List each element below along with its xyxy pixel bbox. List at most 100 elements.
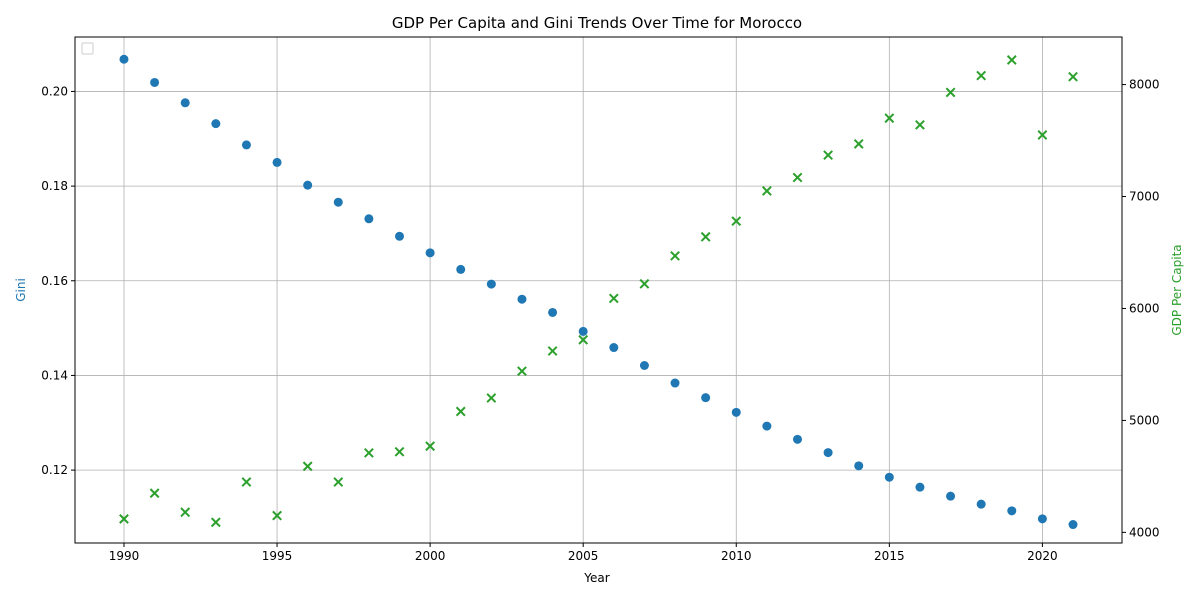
gini-point (1037, 514, 1047, 524)
x-tick-label: 2010 (721, 549, 752, 563)
gini-point (241, 140, 251, 150)
marks-layer (119, 54, 1078, 530)
gdp-point-stroke (180, 507, 191, 518)
gdp-point-stroke (792, 172, 803, 183)
gdp-point (1006, 55, 1017, 65)
gdp-point-stroke (149, 488, 160, 499)
gdp-point (180, 507, 191, 518)
gdp-point-stroke (1068, 71, 1078, 82)
gdp-point (761, 186, 772, 196)
gdp-point-stroke (639, 278, 650, 289)
gini-point (456, 264, 466, 274)
gdp-point (1037, 130, 1048, 140)
gini-point (119, 54, 129, 64)
gdp-point (241, 477, 252, 487)
gdp-point-stroke (700, 231, 711, 242)
gdp-point (639, 278, 650, 289)
gini-point (364, 214, 374, 224)
x-tick-label: 2015 (874, 549, 905, 563)
gdp-point-stroke (1006, 55, 1017, 65)
gdp-point-stroke (547, 346, 558, 356)
gini-point (884, 472, 894, 482)
gdp-point-stroke (915, 119, 925, 130)
gdp-point-stroke (363, 447, 374, 458)
gdp-point (547, 346, 558, 356)
x-tick-label: 1995 (262, 549, 293, 563)
gdp-point (792, 172, 803, 183)
gdp-point (517, 366, 527, 377)
gdp-point (1068, 71, 1078, 82)
gini-point (823, 448, 833, 458)
gini-point (303, 180, 313, 190)
gdp-point-stroke (119, 514, 129, 524)
gdp-point (945, 87, 956, 98)
gdp-point-stroke (210, 517, 221, 528)
x-tick-label: 1990 (109, 549, 140, 563)
gini-point (731, 407, 741, 417)
y-left-tick-label: 0.16 (41, 274, 68, 288)
y-right-tick-label: 6000 (1129, 301, 1160, 315)
gdp-point (455, 406, 466, 417)
gini-point (425, 248, 435, 258)
gdp-point-stroke (578, 334, 589, 345)
gdp-point-stroke (455, 406, 466, 417)
gdp-point (486, 393, 497, 403)
gini-point (701, 393, 711, 403)
gdp-point (302, 461, 313, 472)
x-tick-label: 2020 (1027, 549, 1058, 563)
gini-point (517, 294, 527, 304)
gdp-point (608, 293, 619, 304)
plot-frame (74, 36, 1123, 544)
gdp-point (731, 216, 742, 227)
gini-point (639, 360, 649, 370)
gdp-point-stroke (517, 366, 527, 377)
gini-point (150, 77, 160, 87)
gini-point (762, 421, 772, 431)
gini-point (272, 157, 282, 167)
gini-point (670, 378, 680, 388)
gini-point (1007, 506, 1017, 516)
y-right-tick-label: 4000 (1129, 525, 1160, 539)
gdp-point-stroke (1037, 130, 1048, 140)
chart-title: GDP Per Capita and Gini Trends Over Time… (392, 14, 802, 32)
gini-point (792, 434, 802, 444)
gdp-point-stroke (425, 441, 436, 452)
gini-point (854, 461, 864, 471)
gdp-point-stroke (761, 186, 772, 196)
y-axis-right-label: GDP Per Capita (1170, 244, 1184, 335)
gini-point (333, 197, 343, 207)
gini-point (211, 119, 221, 129)
gini-point (946, 491, 956, 501)
gini-point (395, 231, 405, 241)
gdp-point (210, 517, 221, 528)
y-left-tick-label: 0.14 (41, 368, 68, 382)
x-tick-label: 2000 (415, 549, 446, 563)
gdp-point (853, 139, 864, 149)
grid-layer (75, 37, 1122, 543)
gini-point (915, 482, 925, 492)
gini-point (1068, 520, 1078, 530)
gini-point (548, 307, 558, 317)
y-left-tick-label: 0.20 (41, 84, 68, 98)
gdp-point-stroke (394, 446, 405, 457)
x-axis-label: Year (583, 571, 609, 585)
gdp-point-stroke (333, 477, 344, 487)
gini-point (609, 343, 619, 353)
gdp-point-stroke (670, 250, 680, 261)
gdp-point-stroke (608, 293, 619, 304)
y-right-tick-label: 7000 (1129, 190, 1160, 204)
y-axis-left-label: Gini (14, 278, 28, 302)
gdp-point (425, 441, 436, 452)
gdp-point-stroke (976, 70, 987, 81)
y-right-tick-label: 5000 (1129, 413, 1160, 427)
gdp-point (394, 446, 405, 457)
gdp-point (149, 488, 160, 499)
y-left-tick-label: 0.18 (41, 179, 68, 193)
gini-point (578, 326, 588, 336)
gini-point (976, 499, 986, 509)
gdp-point (823, 150, 834, 161)
gdp-point (884, 113, 895, 124)
gdp-point (333, 477, 344, 487)
gdp-point (976, 70, 987, 81)
gdp-point-stroke (272, 510, 282, 521)
